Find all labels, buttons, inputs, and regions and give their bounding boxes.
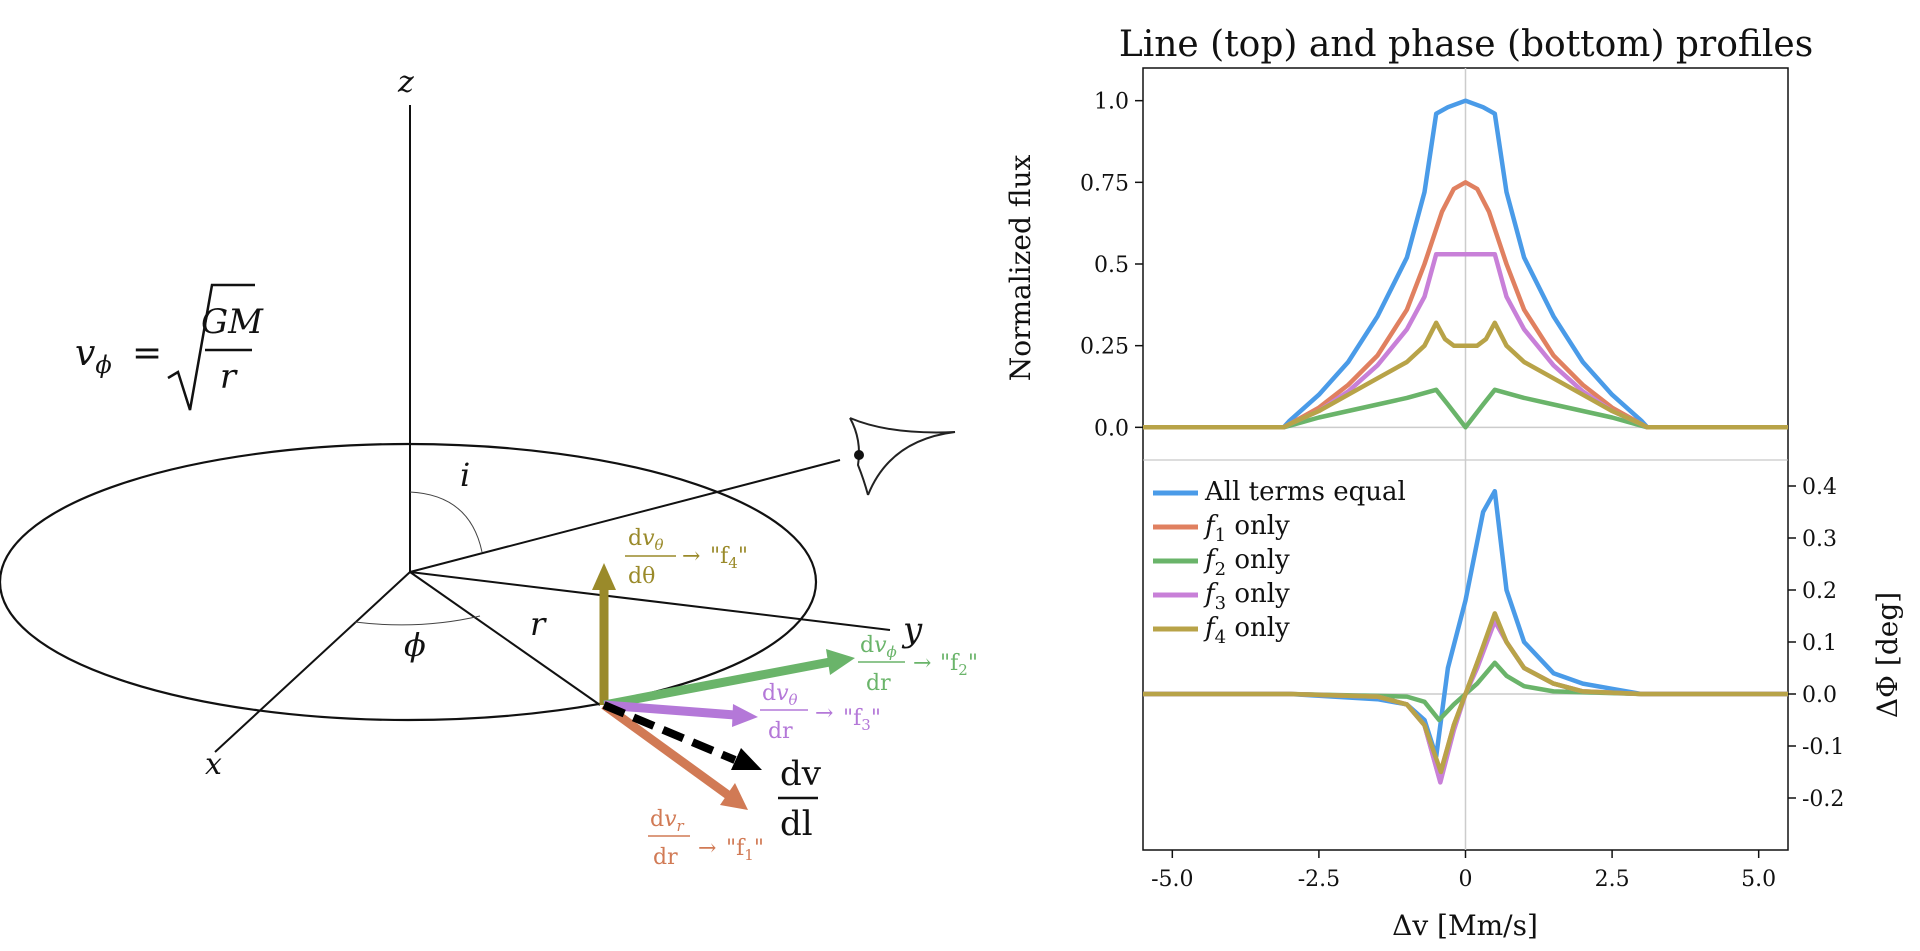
top-y-tick-label: 0.5 [1094, 253, 1129, 278]
svg-text:vϕ: vϕ [75, 333, 112, 379]
svg-text:→: → [913, 651, 931, 676]
legend-label: f3 only [1203, 579, 1290, 614]
eye-icon [849, 417, 956, 496]
keplerian-equation: vϕ = GM r [75, 283, 264, 411]
svg-text:"f2": "f2" [940, 651, 978, 679]
legend-label: f1 only [1203, 511, 1290, 546]
svg-text:"f3": "f3" [843, 706, 881, 734]
phi-label: ϕ [404, 626, 426, 664]
eq-num: GM [201, 302, 264, 342]
eq-equals: = [132, 333, 162, 374]
svg-text:"f1": "f1" [726, 836, 764, 864]
legend-label: f2 only [1203, 545, 1290, 580]
disk-diagram: z x y i ϕ r vϕ = GM r dvθ dθ → [0, 65, 978, 870]
f4-label: dvθ dθ → "f4" [625, 526, 748, 589]
f1-label: dvr dr → "f1" [648, 807, 764, 870]
radius-line [409, 571, 601, 706]
svg-text:dl: dl [780, 804, 813, 844]
bottom-y-tick-label: -0.2 [1802, 787, 1844, 812]
phi-arc [354, 615, 481, 626]
inclination-label: i [460, 456, 470, 494]
r-label: r [530, 605, 547, 643]
legend-label: f4 only [1203, 613, 1290, 648]
svg-text:dvϕ: dvϕ [860, 633, 897, 661]
svg-text:dvθ: dvθ [628, 526, 664, 554]
svg-text:dvθ: dvθ [762, 681, 798, 709]
bottom-y-tick-label: 0.2 [1802, 579, 1837, 604]
inclination-arc [409, 491, 483, 553]
x-axis [214, 571, 411, 753]
x-ticks: -5.0 -2.5 0 2.5 5.0 [1151, 850, 1776, 892]
bottom-y-ticks: 0.4 0.3 0.2 0.1 0.0 -0.1 -0.2 [1788, 475, 1844, 812]
top-y-ticks: 0.0 0.25 0.5 0.75 1.0 [1080, 90, 1143, 441]
chart-title: Line (top) and phase (bottom) profiles [1119, 24, 1813, 65]
chart: Line (top) and phase (bottom) profiles 0… [1004, 24, 1904, 942]
svg-text:"f4": "f4" [710, 544, 748, 572]
top-y-tick-label: 1.0 [1094, 90, 1129, 115]
x-axis-label: x [205, 747, 222, 782]
top-series-line-3 [1143, 387, 1788, 430]
svg-text:→: → [815, 701, 833, 726]
x-tick-label: 2.5 [1595, 867, 1630, 892]
top-series-line-2 [1143, 180, 1788, 430]
f1-arrow [601, 701, 731, 799]
zero-lines [1143, 68, 1788, 850]
top-y-tick-label: 0.0 [1094, 416, 1129, 441]
bottom-series [1143, 488, 1788, 785]
legend-label: All terms equal [1204, 477, 1406, 507]
svg-text:dθ: dθ [628, 564, 655, 589]
top-series-line-5 [1143, 320, 1788, 430]
bottom-y-tick-label: 0.0 [1802, 683, 1837, 708]
bottom-series-line-3 [1143, 660, 1788, 723]
eq-den: r [220, 357, 238, 397]
svg-text:dr: dr [653, 845, 678, 870]
top-series-line-1 [1143, 98, 1788, 430]
f2-arrow [603, 657, 831, 710]
bottom-y-tick-label: 0.3 [1802, 527, 1837, 552]
svg-text:→: → [682, 544, 700, 569]
x-tick-label: 5.0 [1741, 867, 1776, 892]
eq-lhs: v [75, 333, 95, 374]
svg-text:dr: dr [768, 719, 793, 744]
top-y-tick-label: 0.75 [1080, 171, 1129, 196]
x-tick-label: 0 [1459, 867, 1473, 892]
z-axis-label: z [397, 65, 414, 100]
sqrt-sign [167, 283, 255, 411]
dvdl-arrow [602, 701, 737, 764]
x-tick-label: -2.5 [1298, 867, 1340, 892]
f3-label: dvθ dr → "f3" [760, 681, 881, 744]
y-axis [409, 571, 891, 631]
eq-lhs-sub: ϕ [95, 351, 111, 379]
top-ylabel: Normalized flux [1004, 155, 1037, 382]
bottom-y-tick-label: 0.1 [1802, 631, 1837, 656]
f3-arrow [603, 700, 736, 720]
svg-text:dv: dv [780, 754, 822, 794]
x-tick-label: -5.0 [1151, 867, 1193, 892]
svg-text:dvr: dvr [650, 807, 685, 835]
bottom-ylabel: ΔΦ [deg] [1871, 592, 1904, 718]
bottom-y-tick-label: -0.1 [1802, 735, 1844, 760]
xlabel: Δv [Mm/s] [1392, 909, 1538, 942]
bottom-series-line-5 [1143, 611, 1788, 775]
bottom-y-tick-label: 0.4 [1802, 475, 1837, 500]
line-of-sight [409, 459, 841, 573]
top-y-tick-label: 0.25 [1080, 335, 1129, 360]
svg-text:dr: dr [866, 671, 891, 696]
top-series [1143, 98, 1788, 430]
svg-text:→: → [698, 836, 716, 861]
f2-label: dvϕ dr → "f2" [858, 633, 978, 696]
y-axis-label: y [901, 610, 923, 650]
dvdl-label: dv dl [778, 754, 822, 844]
disk-ellipse [0, 442, 817, 722]
